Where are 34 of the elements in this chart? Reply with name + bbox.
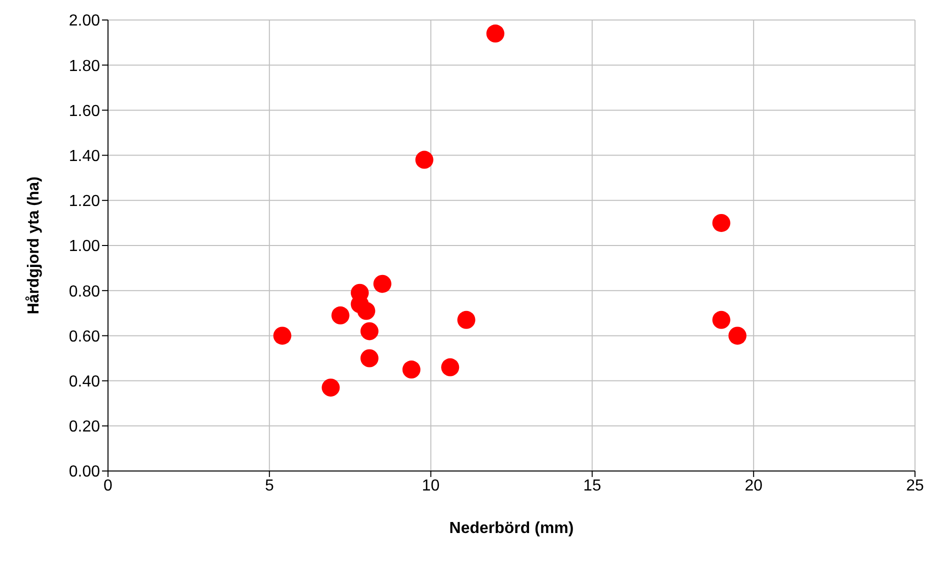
x-tick-label: 5 xyxy=(264,477,274,494)
x-tick-label: 0 xyxy=(104,477,113,494)
point xyxy=(457,310,476,329)
x-tick-label: 20 xyxy=(744,477,763,494)
y-tick-label: 2.00 xyxy=(68,12,100,30)
point xyxy=(373,274,392,293)
y-tick-label: 0.00 xyxy=(68,464,100,481)
point xyxy=(331,306,350,324)
x-axis-title: Nederbörd (mm) xyxy=(449,520,574,537)
point xyxy=(402,360,420,379)
y-tick-label: 1.40 xyxy=(68,148,100,165)
y-tick-label: 1.00 xyxy=(68,238,100,256)
point xyxy=(360,349,378,368)
y-tick-label: 1.60 xyxy=(68,102,100,120)
y-tick-label: 0.80 xyxy=(68,283,100,300)
point xyxy=(486,24,504,43)
point xyxy=(441,358,460,376)
point xyxy=(357,302,376,320)
point xyxy=(712,310,730,329)
point xyxy=(273,326,292,345)
point xyxy=(322,378,340,397)
y-axis-title: Hårdgjord yta (ha) xyxy=(24,176,43,314)
x-tick-label: 25 xyxy=(906,477,924,494)
point xyxy=(712,214,730,232)
y-tick-label: 1.80 xyxy=(68,58,100,75)
y-tick-label: 0.20 xyxy=(68,418,100,436)
point xyxy=(415,150,434,169)
x-tick-label: 10 xyxy=(422,477,440,494)
x-tick-label: 15 xyxy=(583,477,602,494)
y-tick-label: 0.60 xyxy=(68,328,100,346)
point xyxy=(728,326,746,345)
y-tick-label: 1.20 xyxy=(68,193,100,210)
point xyxy=(360,322,378,340)
y-tick-label: 0.40 xyxy=(68,373,100,390)
